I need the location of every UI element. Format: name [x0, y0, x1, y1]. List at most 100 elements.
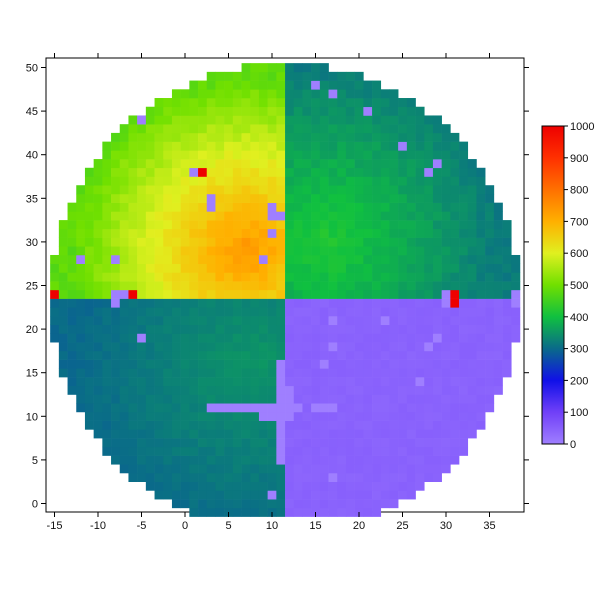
heatmap-cell: [380, 89, 390, 99]
heatmap-cell: [171, 263, 181, 273]
heatmap-cell: [406, 472, 416, 482]
heatmap-cell: [450, 193, 460, 203]
heatmap-cell: [389, 394, 399, 404]
heatmap-cell: [485, 228, 495, 238]
heatmap-cell: [311, 411, 321, 421]
heatmap-cell: [241, 167, 251, 177]
heatmap-cell: [424, 254, 434, 264]
heatmap-cell: [345, 385, 355, 395]
heatmap-cell: [232, 176, 242, 186]
heatmap-cell: [467, 159, 477, 169]
heatmap-cell: [450, 394, 460, 404]
heatmap-cell: [189, 403, 199, 413]
heatmap-cell: [337, 298, 347, 308]
heatmap-cell: [328, 420, 338, 430]
heatmap-cell: [328, 359, 338, 369]
heatmap-cell: [102, 350, 112, 360]
heatmap-cell: [372, 342, 382, 352]
heatmap-cell: [206, 272, 216, 282]
heatmap-cell: [511, 254, 521, 264]
heatmap-cell: [198, 298, 208, 308]
heatmap-cell: [258, 429, 268, 439]
heatmap-cell: [145, 368, 155, 378]
heatmap-cell: [111, 438, 121, 448]
heatmap-cell: [128, 420, 138, 430]
heatmap-cell: [232, 499, 242, 509]
heatmap-cell: [476, 211, 486, 221]
heatmap-cell: [432, 429, 442, 439]
heatmap-cell: [206, 307, 216, 317]
heatmap-cell: [163, 446, 173, 456]
heatmap-cell: [337, 71, 347, 81]
heatmap-cell: [345, 211, 355, 221]
low-outlier-cell: [328, 316, 338, 326]
heatmap-cell: [285, 420, 295, 430]
heatmap-cell: [154, 359, 164, 369]
heatmap-cell: [111, 307, 121, 317]
heatmap-cell: [84, 228, 94, 238]
heatmap-cell: [415, 202, 425, 212]
heatmap-cell: [67, 211, 77, 221]
heatmap-cell: [319, 307, 329, 317]
heatmap-cell: [345, 237, 355, 247]
heatmap-cell: [432, 150, 442, 160]
x-tick-label: 15: [309, 520, 321, 532]
heatmap-cell: [111, 132, 121, 142]
heatmap-cell: [406, 220, 416, 230]
heatmap-cell: [354, 289, 364, 299]
heatmap-cell: [154, 193, 164, 203]
heatmap-cell: [215, 481, 225, 491]
heatmap-cell: [363, 228, 373, 238]
heatmap-cell: [276, 289, 286, 299]
heatmap-cell: [67, 237, 77, 247]
heatmap-cell: [311, 316, 321, 326]
heatmap-cell: [154, 333, 164, 343]
heatmap-cell: [241, 106, 251, 116]
heatmap-cell: [232, 359, 242, 369]
heatmap-cell: [354, 333, 364, 343]
heatmap-cell: [319, 159, 329, 169]
heatmap-cell: [250, 150, 260, 160]
heatmap-cell: [154, 167, 164, 177]
heatmap-cell: [67, 289, 77, 299]
heatmap-cell: [258, 499, 268, 509]
heatmap-cell: [258, 507, 268, 517]
heatmap-cell: [224, 124, 234, 134]
heatmap-cell: [119, 324, 129, 334]
heatmap-cell: [293, 237, 303, 247]
heatmap-cell: [476, 263, 486, 273]
low-outlier-cell: [76, 254, 86, 264]
heatmap-cell: [163, 350, 173, 360]
heatmap-cell: [215, 307, 225, 317]
heatmap-cell: [293, 185, 303, 195]
heatmap-cell: [258, 377, 268, 387]
heatmap-cell: [398, 124, 408, 134]
heatmap-cell: [206, 350, 216, 360]
heatmap-cell: [354, 324, 364, 334]
heatmap-cell: [459, 289, 469, 299]
heatmap-cell: [293, 342, 303, 352]
heatmap-cell: [215, 429, 225, 439]
heatmap-cell: [293, 411, 303, 421]
heatmap-cell: [241, 420, 251, 430]
heatmap-cell: [467, 307, 477, 317]
heatmap-cell: [171, 124, 181, 134]
heatmap-cell: [389, 98, 399, 108]
heatmap-cell: [93, 333, 103, 343]
heatmap-cell: [76, 359, 86, 369]
heatmap-cell: [258, 193, 268, 203]
heatmap-cell: [137, 368, 147, 378]
heatmap-cell: [250, 167, 260, 177]
heatmap-cell: [180, 185, 190, 195]
heatmap-cell: [441, 211, 451, 221]
heatmap-cell: [450, 438, 460, 448]
heatmap-cell: [276, 472, 286, 482]
heatmap-cell: [119, 185, 129, 195]
heatmap-cell: [102, 237, 112, 247]
heatmap-cell: [319, 220, 329, 230]
heatmap-cell: [337, 385, 347, 395]
heatmap-cell: [154, 159, 164, 169]
heatmap-cell: [285, 298, 295, 308]
heatmap-cell: [154, 272, 164, 282]
